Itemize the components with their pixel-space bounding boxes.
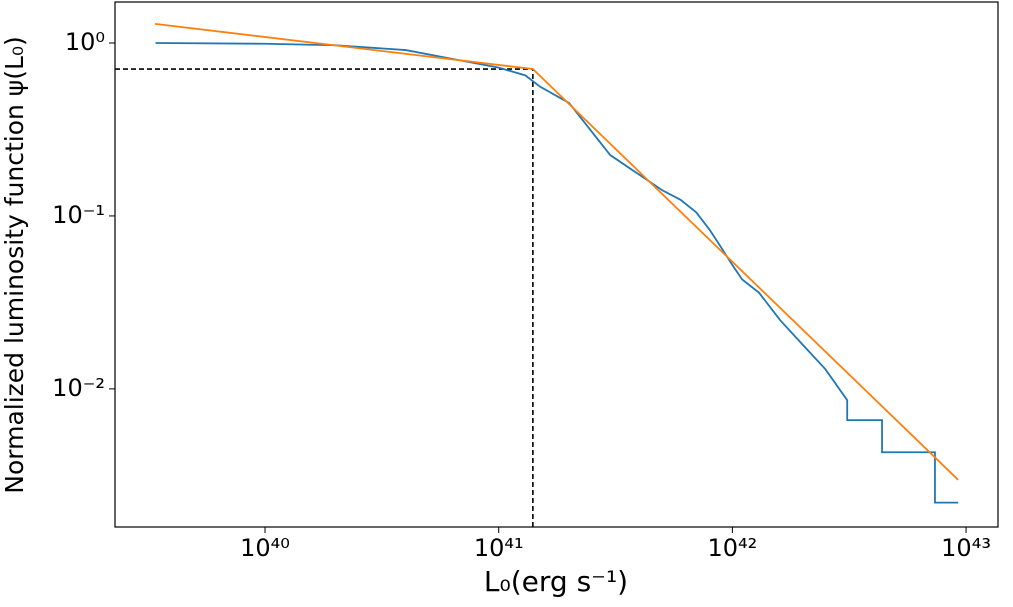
y-tick-label: 10⁰: [65, 28, 105, 56]
x-tick-label: 10⁴³: [941, 534, 991, 562]
x-tick-label: 10⁴¹: [474, 534, 524, 562]
x-tick-label: 10⁴²: [707, 534, 757, 562]
y-tick-label: 10⁻²: [52, 374, 105, 402]
y-tick-label: 10⁻¹: [52, 201, 105, 229]
plot-frame: [114, 1, 999, 528]
x-axis-label: L₀(erg s⁻¹): [484, 565, 628, 598]
series-line: [154, 22, 959, 481]
series-line: [155, 42, 959, 504]
x-tick-label: 10⁴⁰: [240, 534, 290, 562]
y-axis-label: Normalized luminosity function ψ(L₀): [0, 36, 29, 493]
